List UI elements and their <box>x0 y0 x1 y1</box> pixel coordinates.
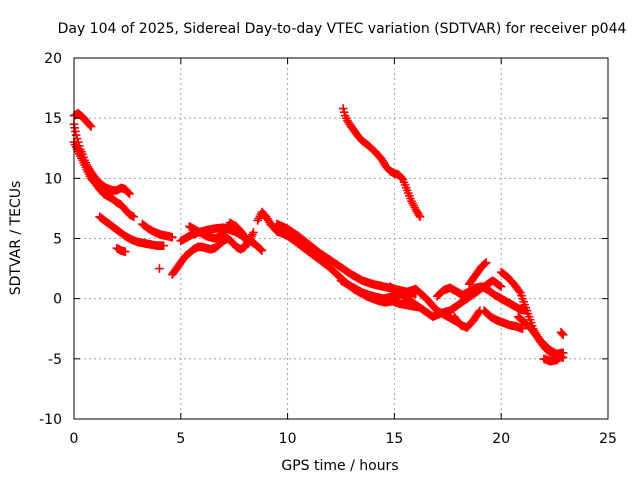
series-track-1 <box>69 109 96 131</box>
data-point <box>155 264 164 273</box>
data-point <box>124 188 133 198</box>
series-track-15 <box>432 282 532 315</box>
series-track-18 <box>479 306 527 334</box>
x-tick-label: 20 <box>492 431 510 447</box>
data-points <box>69 104 568 366</box>
data-point <box>338 104 348 113</box>
x-tick-label: 10 <box>279 431 297 447</box>
data-point <box>159 241 169 251</box>
data-point <box>85 121 95 130</box>
data-point <box>129 212 139 222</box>
data-point <box>167 232 177 242</box>
data-point <box>72 134 82 143</box>
series-track-17 <box>464 258 491 289</box>
y-axis-label: SDTVAR / TECUs <box>8 181 24 296</box>
x-tick-label: 0 <box>70 431 79 447</box>
y-tick-label: -5 <box>48 352 62 368</box>
y-tick-label: 5 <box>53 232 62 248</box>
data-point <box>256 245 266 254</box>
data-point <box>556 352 566 361</box>
x-axis-label: GPS time / hours <box>281 458 398 474</box>
x-tick-label: 25 <box>599 431 617 447</box>
series-track-21 <box>539 352 566 366</box>
series-track-16 <box>449 306 485 332</box>
y-tick-label: -10 <box>39 412 62 428</box>
series-track-23 <box>338 104 425 222</box>
series-track-14 <box>385 276 506 322</box>
series-track-4 <box>95 212 169 251</box>
x-tick-label: 5 <box>176 431 185 447</box>
data-point <box>125 189 134 199</box>
y-tick-label: 15 <box>44 111 62 127</box>
y-tick-label: 10 <box>44 171 62 187</box>
data-point <box>557 329 567 338</box>
data-point <box>558 330 568 340</box>
data-point <box>257 246 267 255</box>
chart-title: Day 104 of 2025, Sidereal Day-to-day VTE… <box>58 21 627 37</box>
data-point <box>339 107 349 117</box>
data-point <box>120 247 130 257</box>
series-track-6 <box>138 219 177 242</box>
data-point <box>555 353 565 362</box>
series-track-5 <box>112 243 130 257</box>
data-point <box>242 237 252 247</box>
data-point <box>415 212 425 222</box>
y-tick-labels: -10 -5 0 5 10 15 20 <box>39 51 62 428</box>
y-tick-label: 0 <box>53 292 62 308</box>
x-tick-label: 15 <box>385 431 403 447</box>
data-point <box>518 324 527 334</box>
data-point <box>86 122 96 131</box>
series-track-3 <box>69 137 139 222</box>
series-track-19 <box>496 267 568 362</box>
axis-ticks <box>73 57 609 420</box>
data-point <box>481 258 491 267</box>
series-track-10 <box>155 264 164 273</box>
data-point <box>495 281 505 291</box>
series-track-9 <box>185 218 252 247</box>
x-tick-labels: 0 5 10 15 20 25 <box>70 431 617 447</box>
series-track-22 <box>556 328 568 340</box>
data-point <box>480 259 490 268</box>
y-tick-label: 20 <box>44 51 62 67</box>
data-point <box>496 282 506 291</box>
data-point <box>249 228 258 237</box>
